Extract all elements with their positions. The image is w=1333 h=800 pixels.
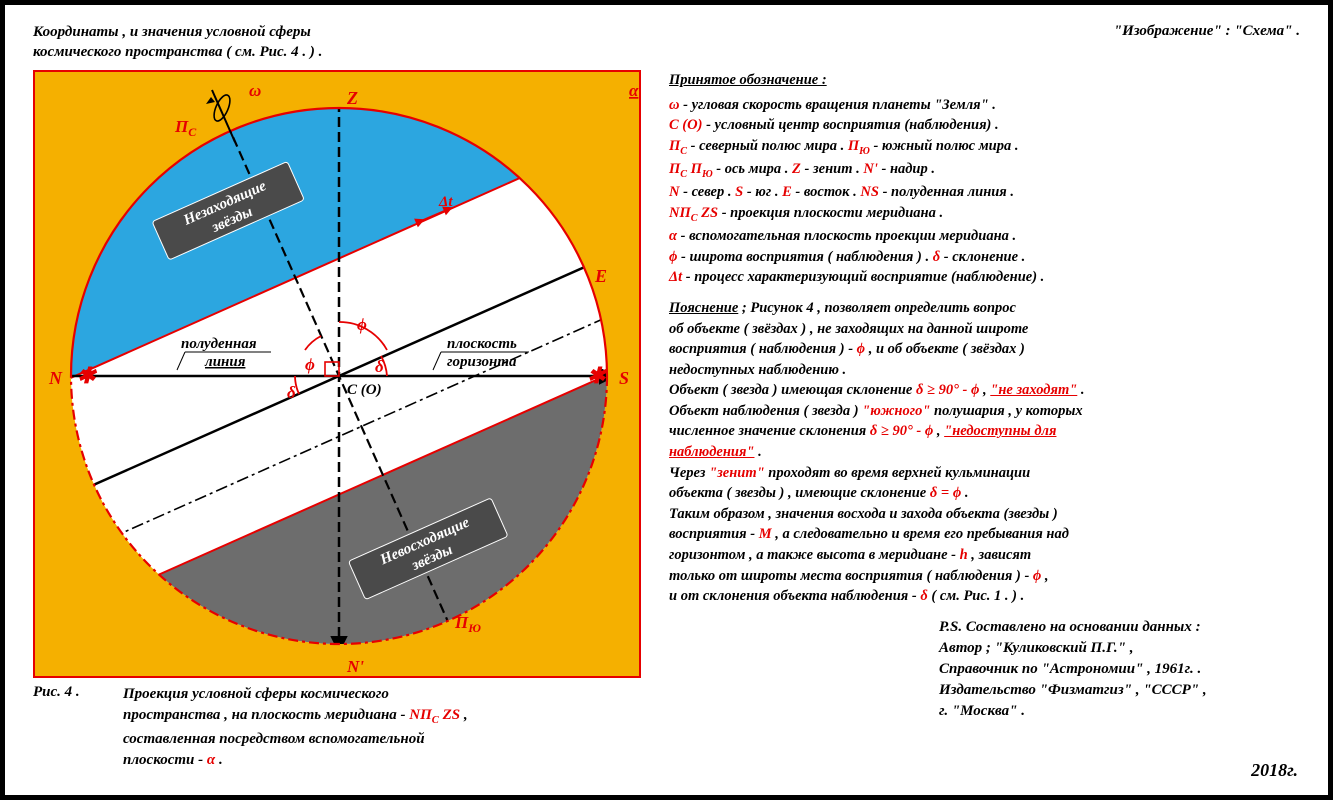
legend-heading: Принятое обозначение : bbox=[669, 70, 1300, 91]
svg-text:✱: ✱ bbox=[587, 363, 608, 388]
page-title: Координаты , и значения условной сферы к… bbox=[33, 23, 322, 62]
main-content: ✱ ✱ Незаходящие звёзды Невосходящие звёз… bbox=[33, 70, 1300, 771]
label-poludennaya-1: полуденная bbox=[181, 336, 257, 352]
figure-box: ✱ ✱ Незаходящие звёзды Невосходящие звёз… bbox=[33, 70, 641, 678]
title-line-1: Координаты , и значения условной сферы bbox=[33, 24, 311, 40]
svg-text:✱: ✱ bbox=[77, 363, 98, 388]
page-subtitle: "Изображение" : "Схема" . bbox=[1114, 23, 1300, 62]
figure-column: ✱ ✱ Незаходящие звёзды Невосходящие звёз… bbox=[33, 70, 641, 771]
label-Nprime: N' bbox=[346, 657, 364, 676]
label-poludennaya-2: линия bbox=[204, 354, 246, 370]
figure-caption: Рис. 4 . Проекция условной сферы космиче… bbox=[33, 684, 641, 771]
celestial-sphere-diagram: ✱ ✱ Незаходящие звёзды Невосходящие звёз… bbox=[35, 72, 643, 680]
label-delta-1: δ bbox=[375, 357, 384, 376]
figure-number: Рис. 4 . bbox=[33, 684, 123, 701]
label-dt: Δt bbox=[438, 194, 453, 210]
label-Z: Z bbox=[346, 88, 358, 108]
label-S: S bbox=[619, 368, 629, 388]
legend-column: Принятое обозначение : ω - угловая скоро… bbox=[669, 70, 1300, 771]
postscript: P.S. Составлено на основании данных : Ав… bbox=[939, 617, 1300, 722]
legend-block: Принятое обозначение : ω - угловая скоро… bbox=[669, 70, 1300, 288]
label-Pc: ПС bbox=[174, 117, 197, 139]
label-ploskost-2: горизонта bbox=[447, 354, 517, 370]
label-center: C (O) bbox=[347, 382, 382, 398]
year-label: 2018г. bbox=[1251, 760, 1298, 781]
label-delta-2: δ bbox=[287, 383, 296, 402]
caption-text: Проекция условной сферы космического про… bbox=[123, 684, 468, 771]
label-N: N bbox=[48, 368, 63, 388]
label-Pyu: ПЮ bbox=[454, 613, 481, 635]
page: Координаты , и значения условной сферы к… bbox=[0, 0, 1333, 800]
label-omega: ω bbox=[249, 81, 261, 100]
label-ploskost-1: плоскость bbox=[447, 336, 517, 352]
label-E: E bbox=[594, 266, 607, 286]
label-phi-2: ϕ bbox=[305, 355, 315, 374]
label-alpha: α bbox=[629, 81, 639, 100]
label-phi-1: ϕ bbox=[357, 315, 367, 334]
explanation-block: Пояснение ; Рисунок 4 , позволяет опреде… bbox=[669, 298, 1300, 607]
header: Координаты , и значения условной сферы к… bbox=[33, 23, 1300, 62]
title-line-2: космического пространства ( см. Рис. 4 .… bbox=[33, 44, 322, 60]
